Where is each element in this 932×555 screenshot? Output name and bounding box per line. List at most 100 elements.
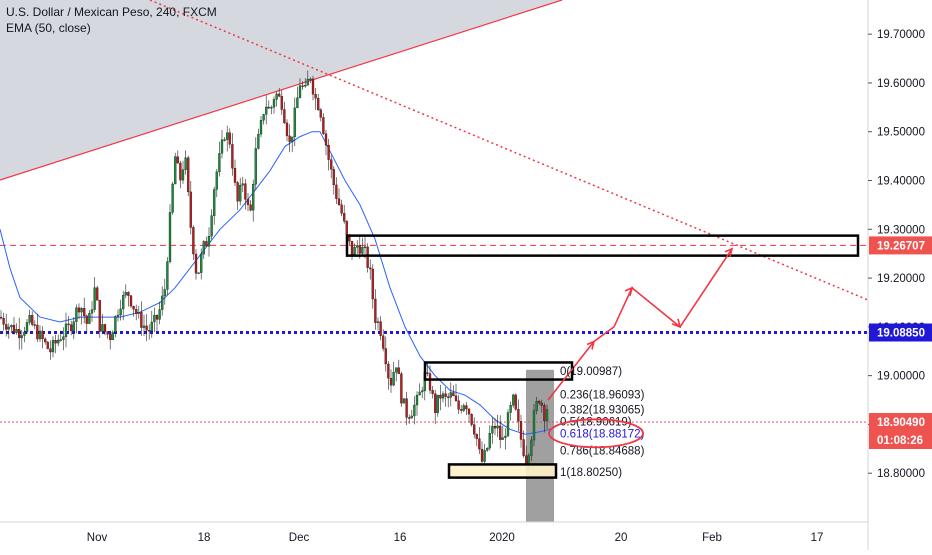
candle-body (454, 395, 458, 401)
candle-body (538, 401, 541, 404)
candle-body (275, 93, 278, 100)
candle-body (75, 307, 78, 322)
candle-body (132, 305, 135, 310)
candle-body (241, 183, 244, 186)
fib-label-6: 1(18.80250) (560, 467, 622, 479)
indicator-label: EMA (50, close) (6, 21, 91, 35)
candle-body (371, 268, 374, 300)
price-label-0: 19.26707 (877, 240, 925, 252)
candle-body (421, 390, 424, 393)
candle-body (184, 157, 187, 170)
candle-body (319, 109, 322, 118)
candle-body (106, 331, 109, 335)
x-tick-label: 20 (615, 532, 628, 544)
candle-body (171, 183, 174, 213)
y-tick-label: 19.50000 (877, 127, 925, 139)
candle-body (176, 156, 179, 164)
candle-body (18, 329, 21, 339)
candle-body (486, 447, 489, 451)
candle-body (12, 325, 16, 333)
candle-body (270, 107, 273, 109)
candle-body (335, 184, 338, 199)
candle-body (205, 241, 208, 247)
candle-body (384, 348, 387, 365)
candle-body (478, 438, 481, 450)
candle-body (278, 93, 281, 97)
candle-body (376, 321, 380, 323)
candle-body (366, 246, 369, 268)
candle-body (426, 372, 429, 374)
y-tick-label: 19.70000 (877, 29, 925, 41)
candle-body (509, 405, 512, 413)
y-tick-label: 19.40000 (877, 176, 925, 188)
candle-body (517, 409, 520, 422)
candle-body (233, 168, 237, 183)
ema-line (0, 131, 551, 435)
candle-body (285, 122, 289, 137)
candle-body (44, 338, 47, 343)
candle-body (122, 294, 125, 310)
x-tick-label: 18 (198, 532, 211, 544)
candle-body (506, 412, 510, 437)
candle-body (140, 312, 143, 328)
candle-body (28, 315, 31, 323)
fib-label-0: 0(19.00987) (560, 366, 622, 378)
candle-body (246, 199, 250, 205)
candle-body (103, 324, 107, 333)
candle-body (114, 316, 117, 333)
candle-body (317, 98, 320, 111)
x-tick-label: 16 (394, 532, 407, 544)
candle-body (475, 434, 478, 439)
candle-body (324, 133, 328, 146)
candle-body (413, 404, 416, 417)
candle-body (213, 189, 216, 217)
candle-body (57, 339, 60, 344)
candle-body (10, 325, 13, 328)
candle-body (158, 309, 161, 320)
candle-body (267, 106, 270, 109)
candle-body (322, 117, 325, 134)
candle-body (137, 312, 140, 314)
x-tick-label: Feb (702, 532, 722, 544)
candle-body (392, 372, 395, 386)
price-label-badge (869, 413, 932, 431)
candle-body (72, 321, 75, 332)
candle-body (236, 182, 239, 202)
candle-body (499, 425, 502, 440)
candle-body (161, 295, 164, 310)
candle-body (202, 241, 205, 255)
candle-body (228, 132, 231, 145)
candle-body (62, 336, 65, 340)
candle-body (452, 392, 455, 397)
price-label-badge (869, 236, 932, 255)
candle-body (259, 120, 263, 135)
candle-body (155, 315, 159, 320)
candle-body (46, 341, 49, 349)
candle-body (465, 405, 468, 410)
candle-body (41, 330, 44, 340)
chart-title: U.S. Dollar / Mexican Peso, 240, FXCM (6, 5, 217, 19)
candle-body (389, 378, 393, 386)
candle-body (20, 335, 23, 339)
arrow-head (724, 247, 734, 257)
candle-body (361, 246, 364, 254)
candle-body (431, 390, 434, 394)
arrow-head (671, 318, 682, 329)
candle-body (101, 324, 104, 332)
candle-body (340, 204, 343, 214)
candle-body (314, 94, 317, 99)
countdown-label: 01:08:26 (877, 435, 923, 447)
candle-body (36, 324, 39, 340)
candle-body (457, 400, 460, 410)
candle-body (408, 417, 411, 419)
y-tick-label: 19.60000 (877, 78, 925, 90)
candle-body (200, 253, 203, 273)
candle-body (519, 421, 523, 440)
candle-body (187, 157, 190, 193)
candle-body (397, 367, 400, 375)
candle-body (491, 425, 494, 434)
candle-body (220, 139, 224, 154)
candle-body (88, 313, 91, 324)
